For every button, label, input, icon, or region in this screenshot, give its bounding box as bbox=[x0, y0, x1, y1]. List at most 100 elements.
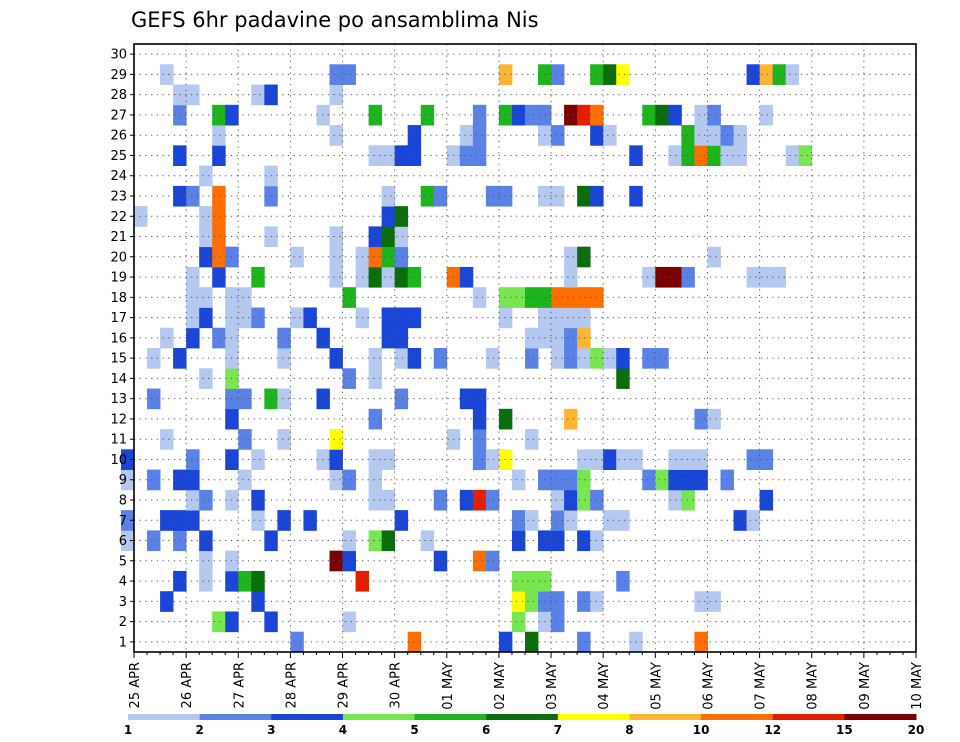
heatmap-cell bbox=[472, 287, 487, 308]
y-tick-label: 2 bbox=[119, 615, 127, 630]
heatmap-cell bbox=[759, 266, 774, 288]
heatmap-cell bbox=[511, 591, 526, 612]
heatmap-cell bbox=[694, 408, 708, 430]
heatmap-cell bbox=[199, 550, 213, 572]
heatmap-cell bbox=[459, 145, 474, 166]
heatmap-cell bbox=[577, 591, 591, 612]
colorbar-label: 2 bbox=[195, 723, 203, 737]
heatmap-cell bbox=[238, 388, 252, 410]
y-tick-label: 3 bbox=[119, 595, 127, 610]
y-tick-label: 1 bbox=[119, 635, 127, 650]
heatmap-cell bbox=[694, 104, 708, 126]
heatmap-cell bbox=[238, 287, 252, 308]
heatmap-cell bbox=[485, 348, 500, 369]
x-tick-label: 08 MAY bbox=[806, 662, 821, 710]
heatmap-cell bbox=[329, 449, 343, 470]
heatmap-cell bbox=[472, 104, 487, 126]
heatmap-cell bbox=[186, 449, 200, 470]
heatmap-cell bbox=[251, 449, 265, 470]
heatmap-cell bbox=[342, 550, 356, 572]
heatmap-cell bbox=[577, 530, 591, 552]
y-tick-label: 7 bbox=[119, 514, 127, 529]
heatmap-cell bbox=[707, 145, 721, 166]
heatmap-cell bbox=[277, 429, 291, 450]
heatmap-cell bbox=[694, 125, 708, 146]
heatmap-cell bbox=[394, 145, 409, 166]
colorbar-label: 8 bbox=[625, 723, 633, 737]
colorbar-label: 4 bbox=[339, 723, 347, 737]
y-tick-label: 13 bbox=[110, 392, 127, 407]
heatmap-cell bbox=[459, 388, 474, 410]
heatmap-cell bbox=[433, 489, 448, 511]
heatmap-cell bbox=[381, 206, 396, 227]
heatmap-cell bbox=[551, 185, 565, 207]
colorbar-label: 3 bbox=[267, 723, 275, 737]
heatmap-cell bbox=[303, 307, 317, 329]
heatmap-cell bbox=[746, 510, 760, 531]
heatmap-cell bbox=[511, 287, 526, 308]
heatmap-cell bbox=[642, 266, 656, 288]
heatmap-cell bbox=[551, 327, 565, 349]
chart-title: GEFS 6hr padavine po ansamblima Nis bbox=[131, 8, 539, 32]
heatmap-cell bbox=[381, 145, 396, 166]
heatmap-cell bbox=[668, 449, 682, 470]
heatmap-cell bbox=[707, 246, 721, 268]
heatmap-cell bbox=[199, 165, 213, 187]
heatmap-cell bbox=[551, 591, 565, 612]
heatmap-cell bbox=[147, 388, 161, 410]
heatmap-cell bbox=[525, 429, 539, 450]
heatmap-cell bbox=[238, 307, 252, 329]
colorbar-swatch bbox=[199, 714, 272, 720]
y-tick-label: 24 bbox=[110, 169, 127, 184]
x-tick-label: 03 MAY bbox=[545, 662, 560, 710]
heatmap-cell bbox=[277, 388, 291, 410]
y-tick-label: 18 bbox=[110, 291, 127, 306]
heatmap-cell bbox=[472, 550, 487, 572]
heatmap-cell bbox=[564, 246, 578, 268]
heatmap-cell bbox=[199, 226, 213, 248]
heatmap-cell bbox=[160, 429, 174, 450]
heatmap-cell bbox=[277, 327, 291, 349]
heatmap-cell bbox=[381, 449, 396, 470]
heatmap-cell bbox=[668, 469, 682, 491]
heatmap-cell bbox=[485, 185, 500, 207]
heatmap-cell bbox=[511, 570, 526, 592]
heatmap-cell bbox=[120, 469, 135, 491]
y-tick-label: 14 bbox=[110, 372, 127, 387]
heatmap-cells bbox=[120, 64, 813, 653]
heatmap-cell bbox=[668, 104, 682, 126]
heatmap-cell bbox=[186, 185, 200, 207]
heatmap-cell bbox=[329, 64, 343, 85]
heatmap-cell bbox=[238, 429, 252, 450]
y-tick-label: 22 bbox=[110, 210, 127, 225]
heatmap-cell bbox=[186, 84, 200, 106]
x-tick-label: 04 MAY bbox=[597, 662, 612, 710]
y-tick-label: 30 bbox=[110, 48, 127, 63]
heatmap-cell bbox=[655, 266, 669, 288]
heatmap-cell bbox=[525, 591, 539, 612]
heatmap-cell bbox=[472, 408, 487, 430]
heatmap-cell bbox=[733, 125, 747, 146]
heatmap-cell bbox=[394, 226, 409, 248]
heatmap-cell bbox=[668, 489, 682, 511]
heatmap-cell bbox=[394, 388, 409, 410]
heatmap-cell bbox=[212, 185, 226, 207]
heatmap-cell bbox=[603, 348, 617, 369]
heatmap-cell bbox=[707, 591, 721, 612]
heatmap-cell bbox=[485, 489, 500, 511]
heatmap-cell bbox=[342, 287, 356, 308]
heatmap-cell bbox=[668, 145, 682, 166]
heatmap-cell bbox=[394, 246, 409, 268]
heatmap-cell bbox=[251, 84, 265, 106]
heatmap-cell bbox=[694, 449, 708, 470]
heatmap-cell bbox=[160, 64, 174, 85]
heatmap-cell bbox=[511, 611, 526, 633]
heatmap-cell bbox=[759, 104, 774, 126]
heatmap-cell bbox=[564, 104, 578, 126]
heatmap-cell bbox=[394, 266, 409, 288]
heatmap-cell bbox=[616, 449, 630, 470]
heatmap-cell bbox=[759, 449, 774, 470]
heatmap-cell bbox=[251, 266, 265, 288]
heatmap-cell bbox=[616, 348, 630, 369]
y-tick-label: 28 bbox=[110, 88, 127, 103]
